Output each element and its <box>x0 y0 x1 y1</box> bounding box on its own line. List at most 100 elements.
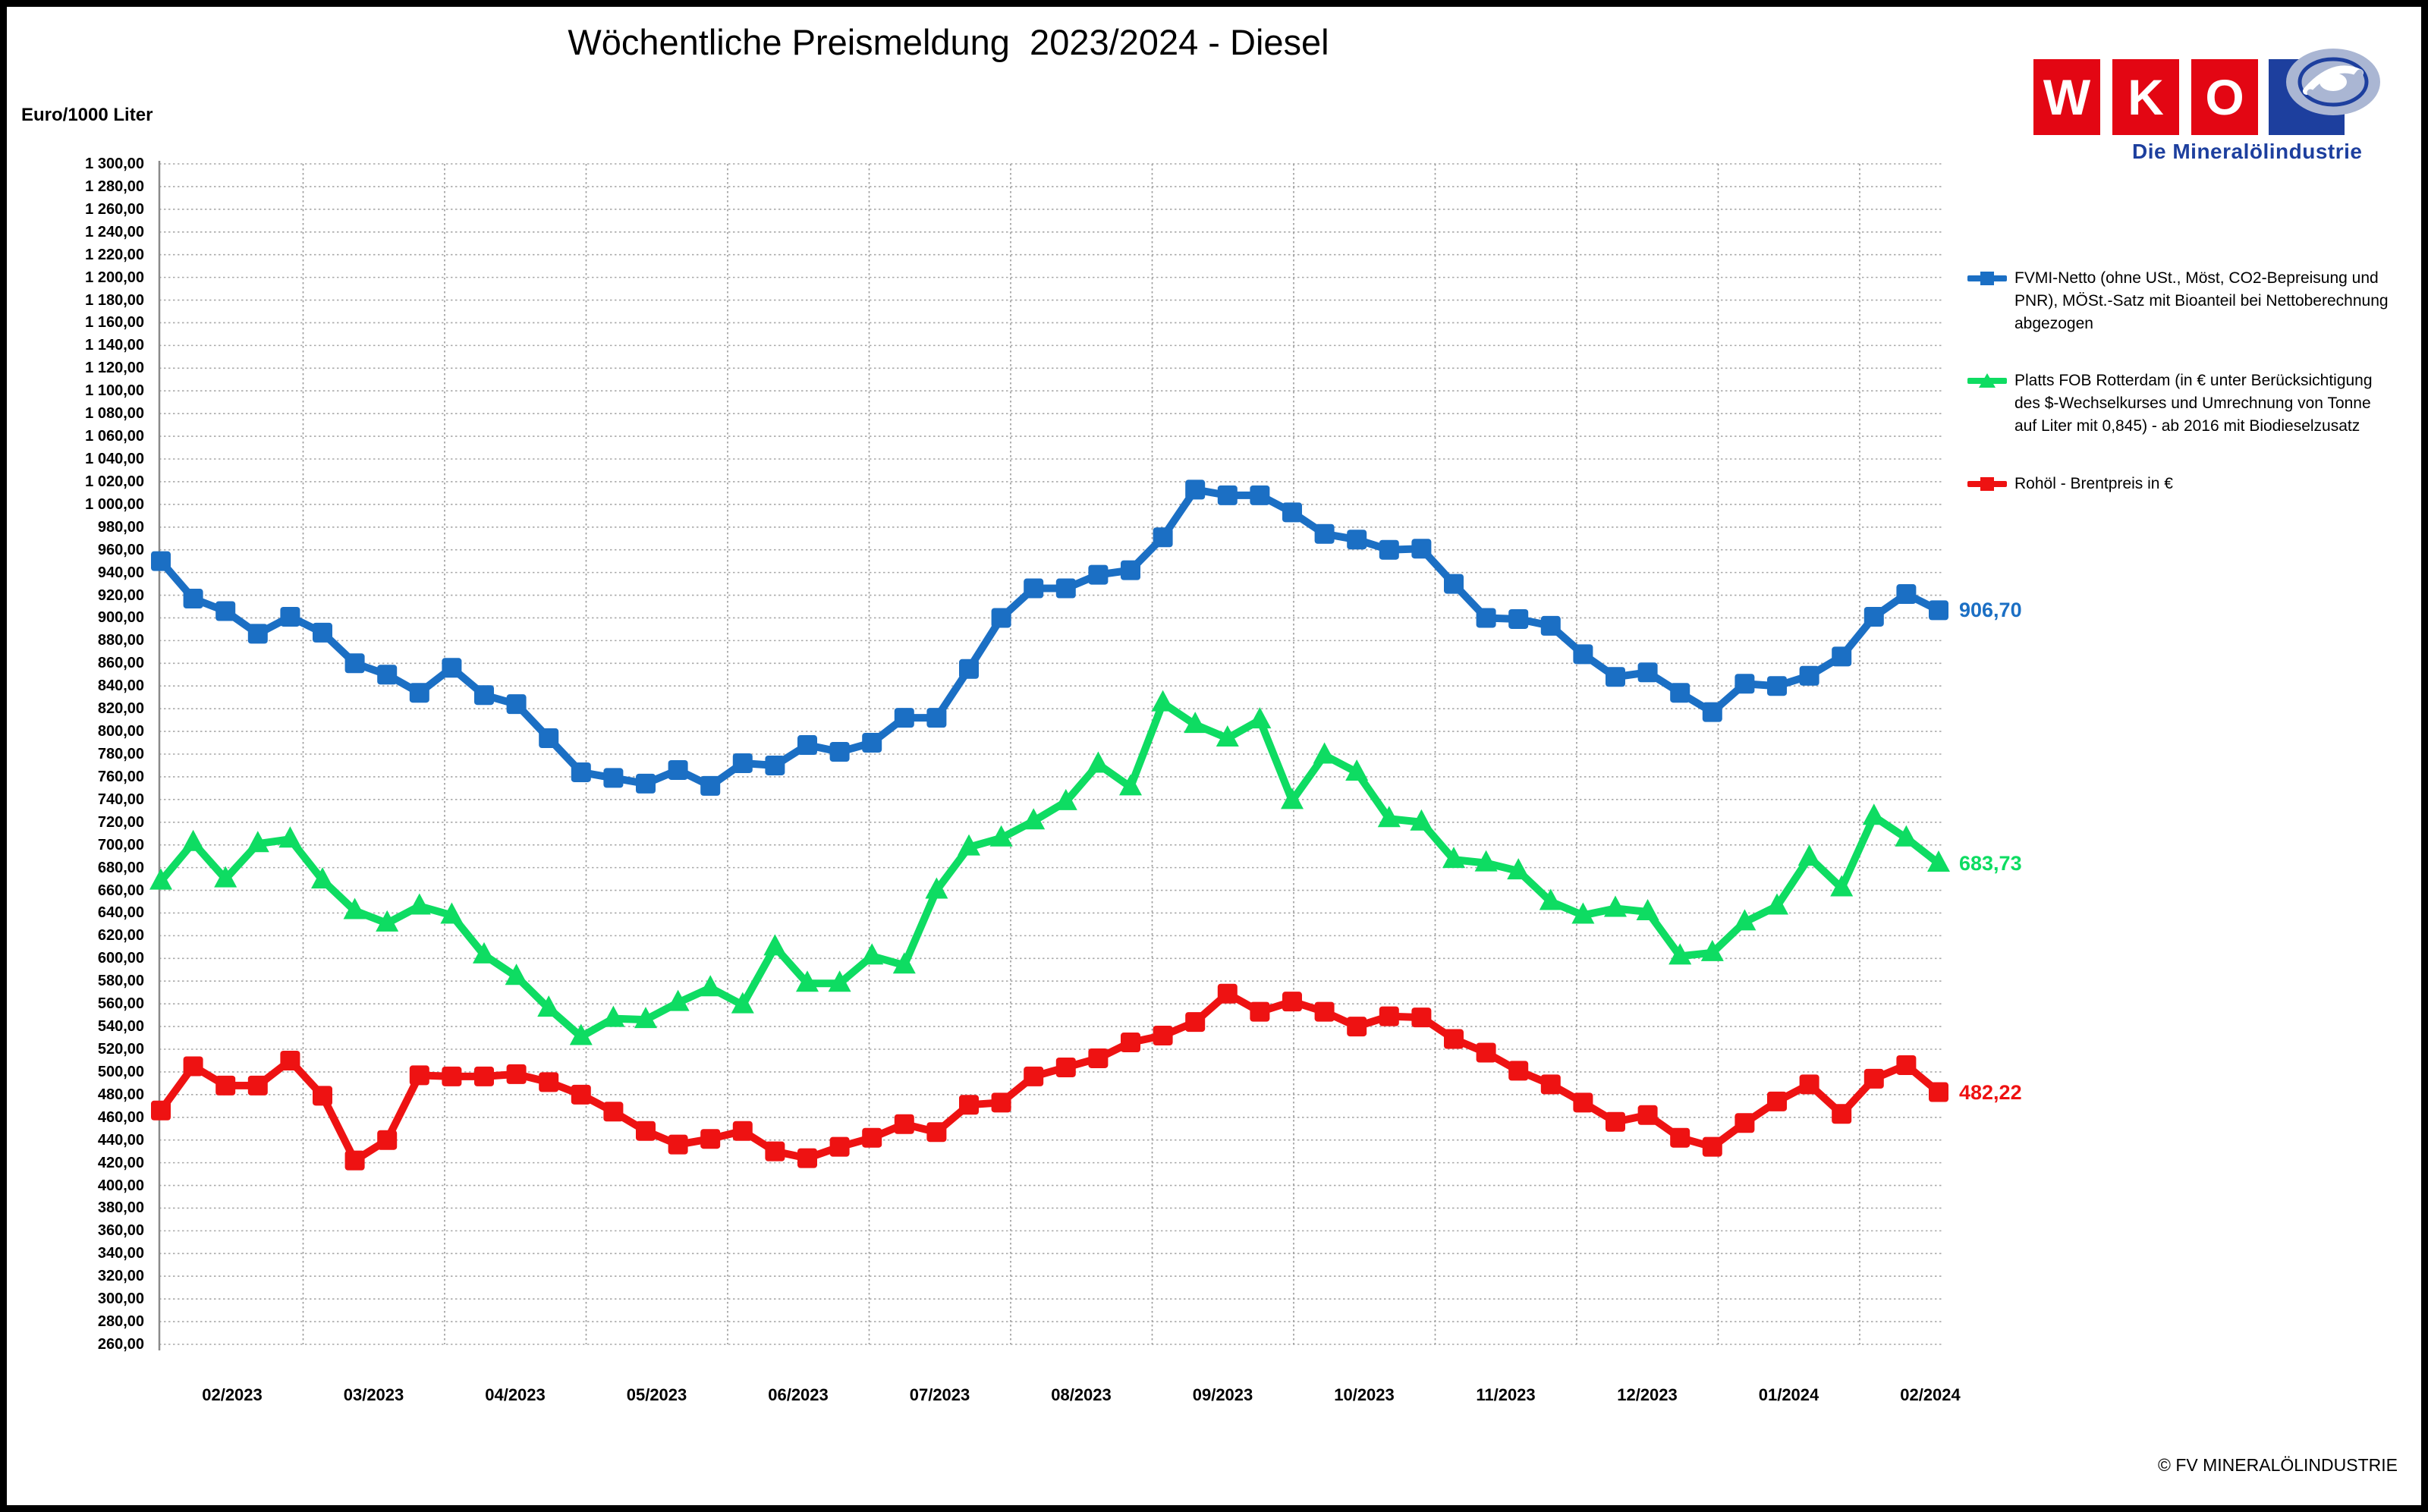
data-point <box>603 1102 624 1122</box>
data-point <box>1606 1111 1625 1132</box>
x-tick-label: 07/2023 <box>909 1385 970 1404</box>
data-point <box>1444 1029 1464 1049</box>
data-point <box>1185 479 1206 500</box>
data-point <box>1313 742 1336 764</box>
data-point <box>1799 1074 1819 1095</box>
data-point <box>1248 707 1272 729</box>
data-point <box>1410 809 1433 831</box>
data-point <box>569 1023 593 1045</box>
gridlines <box>159 163 1942 1345</box>
y-tick-label: 580,00 <box>97 973 144 990</box>
data-point <box>1476 1042 1496 1063</box>
y-tick-label: 740,00 <box>97 791 144 808</box>
data-point <box>1474 850 1498 872</box>
data-point <box>1540 615 1561 636</box>
data-point <box>1282 502 1302 523</box>
y-tick-label: 840,00 <box>97 677 144 695</box>
data-point <box>506 1064 527 1084</box>
data-point <box>1767 676 1787 696</box>
data-point <box>894 1114 914 1134</box>
data-point <box>828 970 851 992</box>
data-point <box>409 683 429 703</box>
data-point <box>473 941 495 963</box>
data-point <box>1507 858 1530 880</box>
data-point <box>1832 646 1852 667</box>
data-point <box>1508 1061 1529 1081</box>
data-point <box>634 1007 657 1029</box>
legend-marker-square-red-icon <box>1967 476 2007 491</box>
data-point <box>407 893 431 915</box>
data-point <box>474 685 494 706</box>
data-point <box>1442 847 1465 869</box>
y-tick-label: 400,00 <box>97 1177 144 1194</box>
data-point <box>797 735 817 756</box>
x-tick-label: 01/2024 <box>1758 1385 1819 1404</box>
data-point <box>1896 584 1917 605</box>
data-point <box>829 742 850 762</box>
chart-title: Wöchentliche Preismeldung 2023/2024 - Di… <box>568 22 1329 62</box>
data-point <box>1895 825 1918 847</box>
series-1 <box>149 690 1950 1045</box>
data-point <box>278 826 302 848</box>
line-chart[interactable] <box>149 161 1950 1350</box>
y-tick-label: 360,00 <box>97 1222 144 1240</box>
data-point <box>1573 644 1593 665</box>
data-point <box>377 665 398 685</box>
data-point <box>958 834 980 856</box>
data-point <box>247 624 268 644</box>
y-tick-label: 860,00 <box>97 655 144 672</box>
logo-subtitle: Die Mineralölindustrie <box>2132 140 2363 163</box>
data-point <box>731 992 754 1014</box>
data-point <box>1121 1033 1140 1053</box>
y-tick-label: 460,00 <box>97 1108 144 1126</box>
data-point <box>474 1066 494 1086</box>
y-tick-label: 1 120,00 <box>85 360 144 377</box>
data-point <box>409 1065 429 1086</box>
data-point <box>181 829 205 851</box>
data-point <box>1927 850 1950 872</box>
data-point <box>765 755 785 775</box>
data-point <box>214 866 237 888</box>
data-point <box>796 970 819 992</box>
data-point <box>602 1005 625 1027</box>
data-point <box>505 963 528 985</box>
data-point <box>925 877 948 899</box>
data-point <box>1054 788 1077 810</box>
x-tick-label: 12/2023 <box>1617 1385 1678 1404</box>
data-point <box>1411 1007 1432 1028</box>
data-point <box>1377 806 1401 828</box>
data-point <box>1184 712 1207 734</box>
data-point <box>1797 844 1821 866</box>
y-tick-label: 780,00 <box>97 746 144 762</box>
data-point <box>1670 683 1690 703</box>
y-tick-label: 1 000,00 <box>85 495 144 513</box>
data-point <box>926 1122 947 1143</box>
data-point <box>1088 1048 1109 1068</box>
y-tick-label: 720,00 <box>97 813 144 831</box>
data-point <box>376 910 399 932</box>
data-point <box>1862 803 1885 825</box>
data-point <box>246 831 269 853</box>
data-point <box>1702 1136 1722 1157</box>
data-point <box>1637 662 1658 683</box>
y-tick-label: 1 240,00 <box>85 223 144 240</box>
data-point <box>1379 1006 1399 1026</box>
y-tick-label: 620,00 <box>97 927 144 945</box>
data-point <box>892 952 916 974</box>
y-tick-label: 680,00 <box>97 859 144 876</box>
data-point <box>1735 674 1755 694</box>
data-point <box>1055 578 1076 599</box>
data-point <box>1863 606 1884 627</box>
data-point <box>829 1136 850 1157</box>
y-tick-label: 800,00 <box>97 723 144 740</box>
data-point <box>991 608 1011 628</box>
data-point <box>959 659 979 679</box>
x-tick-label: 10/2023 <box>1334 1385 1395 1404</box>
data-point <box>183 1056 203 1077</box>
data-point <box>668 759 688 780</box>
logo-letter-o: O <box>2191 59 2258 135</box>
data-point <box>1571 902 1595 924</box>
data-point <box>151 1100 171 1121</box>
y-tick-label: 1 040,00 <box>85 451 144 467</box>
